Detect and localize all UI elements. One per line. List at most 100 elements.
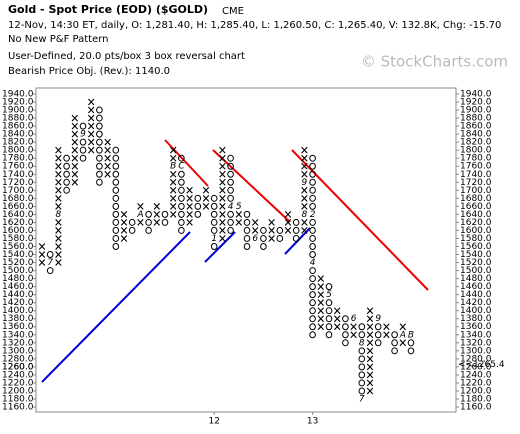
o-box — [358, 347, 366, 355]
x-box — [366, 347, 374, 355]
o-box — [63, 170, 70, 178]
x-column — [219, 146, 226, 242]
o-column — [391, 331, 398, 355]
x-column — [317, 275, 325, 331]
x-box — [104, 162, 111, 170]
x-box — [301, 162, 308, 170]
trend-line — [204, 231, 236, 263]
o-box — [96, 178, 103, 186]
o-box — [243, 234, 251, 242]
y-tick-label: 1700.0 — [2, 186, 34, 196]
x-box — [399, 323, 407, 331]
o-box — [309, 170, 316, 178]
x-box — [219, 170, 226, 178]
o-column — [63, 154, 70, 194]
x-box — [301, 202, 308, 210]
x-box — [137, 219, 144, 226]
o-box — [309, 307, 316, 315]
o-column — [342, 315, 349, 347]
o-column — [276, 226, 284, 242]
o-box — [96, 154, 103, 162]
x-box — [169, 186, 177, 194]
o-box — [46, 267, 54, 275]
o-column — [128, 218, 136, 234]
x-box — [186, 211, 193, 218]
o-column — [243, 210, 251, 250]
o-box — [96, 170, 103, 178]
o-box — [342, 339, 349, 347]
y-tick-label: 1340.0 — [2, 330, 34, 340]
x-column — [186, 186, 193, 226]
o-box — [79, 138, 87, 146]
x-box — [219, 219, 226, 226]
o-column: 4 — [227, 154, 234, 234]
month-mark: 8 — [56, 210, 62, 220]
o-column: 78 — [358, 323, 366, 404]
o-box — [325, 307, 333, 315]
x-box — [333, 315, 341, 323]
o-box — [178, 218, 185, 226]
y-tick-label: 1660.0 — [460, 202, 492, 212]
o-box — [309, 283, 316, 291]
y-tick-label: 1580.0 — [2, 234, 34, 244]
x-column — [333, 307, 341, 331]
y-tick-label: 1260.0 — [460, 362, 492, 372]
y-tick-label: 1220.0 — [460, 378, 492, 388]
o-box — [309, 178, 316, 186]
x-box — [104, 170, 111, 178]
o-box — [309, 251, 316, 259]
x-box — [169, 170, 177, 178]
x-column — [153, 202, 161, 226]
x-box — [301, 219, 308, 226]
y-tick-label: 1280.0 — [2, 354, 34, 364]
y-tick-label: 1500.0 — [2, 266, 34, 276]
o-column: 1 — [210, 194, 218, 250]
x-box — [333, 323, 341, 331]
x-box — [219, 211, 226, 218]
x-box — [333, 307, 341, 315]
y-tick-label: 1800.0 — [460, 146, 492, 156]
o-box — [260, 226, 267, 234]
o-box — [178, 178, 185, 186]
x-box — [301, 186, 308, 194]
x-box — [104, 138, 111, 146]
o-box — [96, 114, 103, 122]
y-tick-label: 1480.0 — [2, 274, 34, 284]
o-box — [178, 226, 185, 234]
o-box — [309, 226, 316, 234]
x-box — [219, 146, 226, 154]
y-tick-label: 1440.0 — [460, 290, 492, 300]
y-tick-label: 1540.0 — [2, 250, 34, 260]
month-mark: 7 — [359, 394, 365, 404]
o-box — [112, 154, 120, 162]
o-column: 7 — [46, 251, 54, 275]
o-box — [243, 218, 251, 226]
o-column — [292, 218, 300, 242]
x-box — [366, 387, 374, 395]
o-box — [96, 162, 103, 170]
o-box — [309, 291, 316, 299]
x-box — [71, 146, 79, 154]
o-box — [96, 146, 103, 154]
y-tick-label: 1660.0 — [2, 202, 34, 212]
o-box — [112, 162, 120, 170]
o-box — [112, 234, 120, 242]
y-tick-label: 1680.0 — [460, 194, 492, 204]
x-box — [169, 211, 177, 218]
x-box — [317, 315, 325, 323]
x-box — [169, 146, 177, 154]
y-tick-label: 1240.0 — [2, 370, 34, 380]
y-tick-label: 1480.0 — [460, 274, 492, 284]
o-box — [178, 194, 185, 202]
o-box — [325, 283, 333, 291]
o-column: 42 — [309, 154, 316, 339]
x-column: 8 — [55, 146, 62, 266]
x-box — [169, 178, 177, 186]
month-mark: 6 — [252, 234, 258, 244]
x-column: 6 — [251, 219, 259, 244]
y-tick-label: 1520.0 — [460, 258, 492, 268]
o-box — [243, 210, 251, 218]
y-tick-label: 1940.0 — [460, 90, 492, 100]
